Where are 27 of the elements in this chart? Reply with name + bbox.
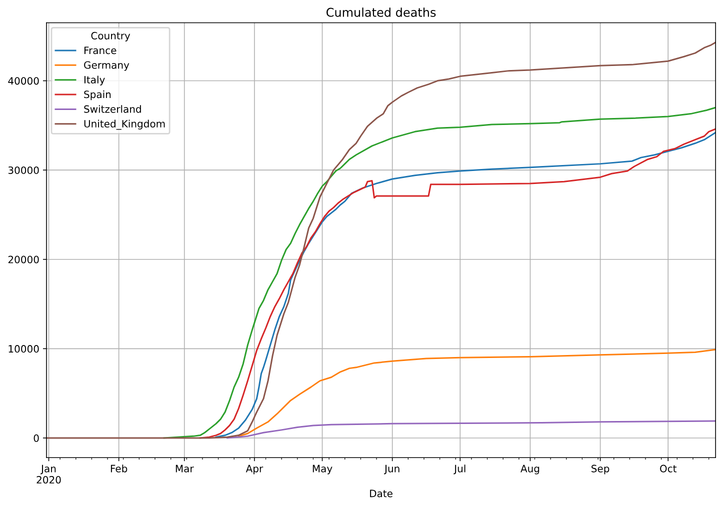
chart-title: Cumulated deaths: [326, 8, 436, 17]
x-tick-label: Mar: [176, 464, 194, 472]
x-tick-label: Sep: [592, 464, 610, 474]
y-tick-label: 0: [34, 434, 39, 442]
line-series: [226, 420, 716, 439]
x-tick-label: Jan 2020: [36, 464, 61, 484]
y-tick-label: 30000: [8, 166, 39, 174]
x-tick-label: Aug: [520, 464, 540, 474]
x-axis-title: Date: [370, 490, 392, 498]
y-tick-label: 10000: [8, 345, 39, 353]
x-tick-label: Jun: [384, 464, 400, 474]
x-tick-label: Feb: [110, 464, 128, 472]
legend-label: Spain: [84, 90, 111, 100]
y-tick-label: 40000: [8, 77, 39, 85]
line-series: [46, 42, 716, 439]
line-series: [238, 348, 716, 437]
x-tick-label: May: [312, 464, 332, 474]
legend-label: Italy: [84, 76, 105, 86]
x-tick-label: Apr: [246, 464, 264, 474]
x-tick-label: Oct: [660, 464, 677, 472]
legend-label: Germany: [84, 61, 130, 71]
y-tick-label: 20000: [8, 256, 39, 264]
legend-title: Country: [91, 32, 130, 42]
legend-label: United_Kingdom: [84, 120, 165, 130]
legend-label: France: [84, 46, 116, 54]
x-tick-label: Jul: [454, 464, 466, 474]
legend-label: Switzerland: [84, 105, 141, 113]
